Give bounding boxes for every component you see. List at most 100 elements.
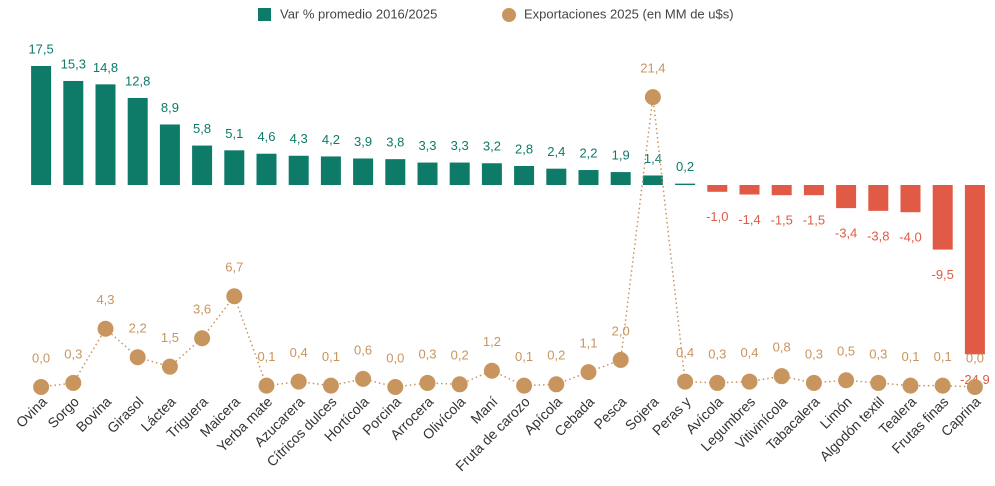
dot [612,351,629,368]
bar-label: 3,3 [418,138,436,153]
bar [771,185,792,196]
dot-label: 21,4 [640,61,665,76]
bar-label: 3,8 [386,135,404,150]
bar [95,84,116,185]
dot [644,89,661,106]
bar [192,145,213,185]
bar [803,185,824,196]
bar-label: -9,5 [931,267,953,282]
bar [224,150,245,185]
dot [483,362,500,379]
bar-label: 3,3 [451,138,469,153]
bar-label: 4,3 [290,131,308,146]
bar-label: 14,8 [93,60,118,75]
dot-label: 3,6 [193,302,211,317]
bar-label: 8,9 [161,100,179,115]
bar [739,185,760,195]
bar-label: -3,4 [835,226,857,241]
bar-label: 4,6 [257,129,275,144]
bar-label: -4,0 [899,230,921,245]
bar [675,183,696,185]
x-tick-label: Pesca [591,393,630,432]
bar-label: 0,2 [676,159,694,174]
dot-label: 0,1 [901,349,919,364]
dot-label: 0,4 [676,345,694,360]
bar [385,159,406,185]
bar-label: 12,8 [125,73,150,88]
line [41,97,975,388]
bar-label: 2,4 [547,144,565,159]
bar [63,80,84,185]
bar-label: -1,4 [738,212,760,227]
dot-label: 0,4 [740,345,758,360]
dot-label: 0,5 [837,344,855,359]
dot [226,288,243,305]
legend-swatch [502,8,516,22]
dot-label: 0,2 [547,348,565,363]
dot [194,330,211,347]
bar [353,158,374,185]
dot [516,377,533,394]
bar [900,185,921,213]
dot-label: 0,0 [32,350,50,365]
bar [256,153,277,185]
bar-label: 3,9 [354,134,372,149]
bar-label: -1,5 [770,213,792,228]
dot [934,377,951,394]
dot [258,377,275,394]
dot [966,379,983,395]
dot [741,373,758,390]
dot [322,377,339,394]
dot [902,377,919,394]
legend-label: Exportaciones 2025 (en MM de u$s) [524,6,734,21]
bar [932,185,953,250]
dot [709,374,726,391]
dot [387,379,404,395]
bar-label: -1,0 [706,209,728,224]
x-tick-label: Girasol [104,393,147,436]
bar [514,165,535,185]
bar [127,97,148,185]
bar [449,162,470,185]
bar-label: 4,2 [322,132,340,147]
bar [159,124,180,185]
bar [836,185,857,209]
bar-label: -3,8 [867,228,889,243]
bar-label: 15,3 [61,56,86,71]
dot [290,373,307,390]
dot-label: 0,4 [290,345,308,360]
dot [355,370,372,387]
dot-label: 6,7 [225,260,243,275]
bar-label: 2,8 [515,141,533,156]
legend-label: Var % promedio 2016/2025 [280,6,437,21]
dot [580,364,597,381]
dot-label: 0,1 [322,349,340,364]
dot-label: 0,3 [805,346,823,361]
bar [320,156,341,185]
dot-label: 0,0 [966,350,984,365]
bar [288,155,309,185]
dot-label: 0,1 [257,349,275,364]
dot-label: 1,5 [161,330,179,345]
dot-label: 1,1 [579,336,597,351]
dot-label: 0,3 [869,346,887,361]
bar [546,168,567,185]
dot-label: 1,2 [483,334,501,349]
x-tick-label: Ovina [13,393,50,430]
dot [838,372,855,389]
bar [481,163,502,185]
dot [773,368,790,385]
bar-label: 1,9 [612,148,630,163]
dot [870,374,887,391]
dot-label: 2,2 [129,321,147,336]
bar-label: 2,2 [579,145,597,160]
bar-label: -1,5 [803,213,825,228]
dot-label: 0,0 [386,350,404,365]
dot-label: 2,0 [612,323,630,338]
bar [31,66,52,185]
dot [161,358,178,375]
dot [33,379,50,395]
dot [129,349,146,366]
bar [964,185,985,355]
